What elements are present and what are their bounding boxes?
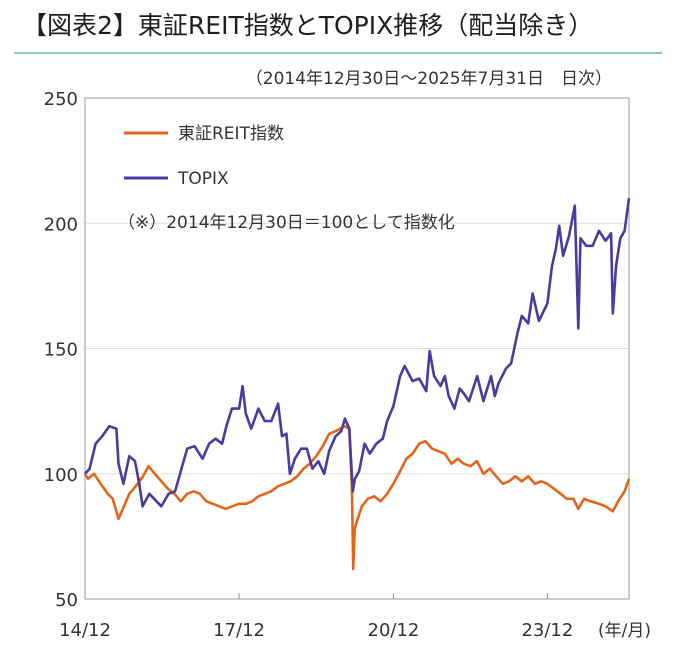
legend-label-topix: TOPIX xyxy=(177,169,229,189)
chart-note: （※）2014年12月30日＝100として指数化 xyxy=(118,213,455,233)
y-tick-label: 250 xyxy=(44,89,78,110)
legend-label-reit: 東証REIT指数 xyxy=(178,124,284,144)
series-line-topix xyxy=(84,198,631,508)
figure-subtitle: （2014年12月30日〜2025年7月31日 日次） xyxy=(245,69,612,89)
plot-frame xyxy=(84,97,630,600)
x-tick-label: 14/12 xyxy=(59,620,111,641)
y-axis: 50 100 150 200 250 xyxy=(44,89,78,611)
legend: 東証REIT指数 TOPIX xyxy=(124,124,284,189)
series-layer xyxy=(83,198,631,571)
x-axis-unit-label: (年/月) xyxy=(598,621,651,641)
y-tick-label: 100 xyxy=(44,465,78,486)
y-tick-label: 150 xyxy=(44,340,78,361)
x-tick-label: 20/12 xyxy=(368,620,420,641)
x-axis: 14/12 17/12 20/12 23/12 xyxy=(59,593,573,641)
x-tick-label: 23/12 xyxy=(521,620,573,641)
x-tick-label: 17/12 xyxy=(213,620,265,641)
title-underline xyxy=(14,52,662,54)
figure-title: 【図表2】東証REIT指数とTOPIX推移（配当除き） xyxy=(22,11,594,40)
y-tick-label: 50 xyxy=(55,590,78,611)
grid-lines xyxy=(85,222,629,475)
y-tick-label: 200 xyxy=(44,214,78,235)
